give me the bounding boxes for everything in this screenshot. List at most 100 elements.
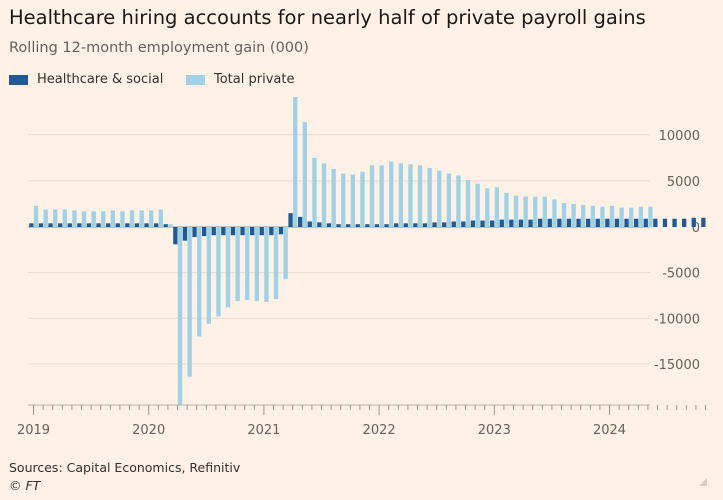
bar-healthcare-social (298, 216, 303, 227)
bar-total-private (427, 167, 432, 227)
bar-total-private (302, 121, 307, 227)
bar-healthcare-social (221, 227, 226, 236)
bar-total-private (408, 164, 413, 227)
bar-total-private (341, 173, 346, 227)
chart-title: Healthcare hiring accounts for nearly ha… (9, 6, 646, 29)
bar-healthcare-social (278, 227, 284, 235)
bar-total-private (648, 206, 653, 227)
bar-healthcare-social (115, 223, 120, 227)
bar-healthcare-social (144, 223, 149, 227)
bar-healthcare-social (77, 223, 82, 227)
bar-healthcare-social (58, 223, 63, 227)
bar-total-private (81, 211, 87, 227)
bar-healthcare-social (528, 219, 533, 227)
bar-healthcare-social (576, 218, 581, 227)
bar-total-private (168, 224, 173, 227)
bar-total-private (446, 173, 451, 227)
bar-healthcare-social (240, 227, 245, 236)
bar-total-private (206, 227, 211, 324)
bar-healthcare-social (230, 227, 236, 236)
bar-total-private (110, 210, 115, 227)
bar-healthcare-social (547, 218, 552, 227)
sources-note: Sources: Capital Economics, Refinitiv (9, 460, 241, 475)
bar-healthcare-social (682, 218, 687, 227)
bar-total-private (72, 210, 77, 227)
bar-healthcare-social (701, 217, 706, 227)
bar-total-private (158, 209, 163, 227)
chart-subtitle: Rolling 12-month employment gain (000) (9, 40, 309, 56)
bar-total-private (417, 165, 423, 227)
bar-healthcare-social (250, 227, 255, 236)
bar-healthcare-social (96, 223, 101, 227)
bar-healthcare-social (317, 222, 322, 227)
bar-total-private (465, 179, 471, 227)
bar-healthcare-social (259, 227, 264, 236)
bar-healthcare-social (538, 218, 543, 227)
bar-total-private (43, 209, 48, 227)
bar-healthcare-social (163, 224, 168, 227)
bar-total-private (273, 227, 279, 300)
bar-total-private (350, 174, 355, 227)
bar-healthcare-social (480, 220, 485, 227)
bar-healthcare-social (29, 223, 34, 227)
bar-healthcare-social (643, 218, 648, 227)
bar-total-private (619, 207, 624, 227)
bar-healthcare-social (624, 218, 629, 227)
bar-healthcare-social (451, 221, 456, 227)
bar-total-private (581, 204, 586, 227)
bar-healthcare-social (442, 222, 447, 227)
bar-total-private (552, 199, 557, 227)
bar-total-private (216, 227, 221, 317)
x-tick-label: 2020 (132, 423, 165, 438)
bar-total-private (53, 209, 58, 227)
bar-total-private (120, 211, 125, 227)
resize-handle-icon (699, 478, 707, 486)
bar-healthcare-social (374, 224, 380, 227)
bar-total-private (321, 163, 327, 227)
bar-total-private (475, 183, 480, 227)
bar-healthcare-social (586, 218, 591, 227)
bar-healthcare-social (182, 227, 188, 241)
bar-healthcare-social (461, 221, 466, 227)
bar-total-private (494, 187, 499, 227)
bar-healthcare-social (634, 218, 639, 227)
bar-healthcare-social (614, 218, 620, 227)
bar-total-private (360, 171, 365, 227)
bar-healthcare-social (326, 223, 332, 227)
bar-healthcare-social (192, 227, 197, 238)
bar-healthcare-social (106, 223, 111, 227)
bar-total-private (139, 210, 144, 227)
bar-total-private (312, 157, 317, 227)
bar-healthcare-social (595, 218, 600, 227)
bar-healthcare-social (38, 223, 44, 227)
bar-total-private (225, 227, 231, 308)
bar-total-private (590, 205, 595, 227)
bar-healthcare-social (125, 223, 130, 227)
bar-total-private (33, 205, 39, 227)
bar-total-private (571, 203, 576, 227)
bar-total-private (129, 210, 135, 227)
bar-healthcare-social (211, 227, 216, 236)
y-tick-label: -5000 (662, 267, 700, 282)
bar-healthcare-social (202, 227, 207, 237)
legend-swatch-healthcare (9, 74, 28, 85)
bar-healthcare-social (672, 218, 677, 227)
bar-healthcare-social (605, 218, 610, 227)
bar-total-private (331, 168, 336, 227)
bar-total-private (389, 161, 394, 227)
legend-item-total-private: Total private (186, 72, 294, 87)
bar-total-private (197, 227, 202, 337)
bar-total-private (609, 205, 615, 227)
bar-total-private (485, 188, 490, 227)
bar-total-private (542, 196, 547, 227)
y-tick-label: -10000 (654, 312, 700, 327)
bar-total-private (187, 227, 192, 377)
ft-credit: © FT (9, 478, 41, 493)
bar-total-private (523, 196, 528, 227)
bar-healthcare-social (173, 227, 178, 245)
bar-total-private (245, 227, 250, 301)
bar-healthcare-social (86, 223, 92, 227)
bar-healthcare-social (662, 218, 668, 227)
bar-total-private (533, 196, 538, 227)
